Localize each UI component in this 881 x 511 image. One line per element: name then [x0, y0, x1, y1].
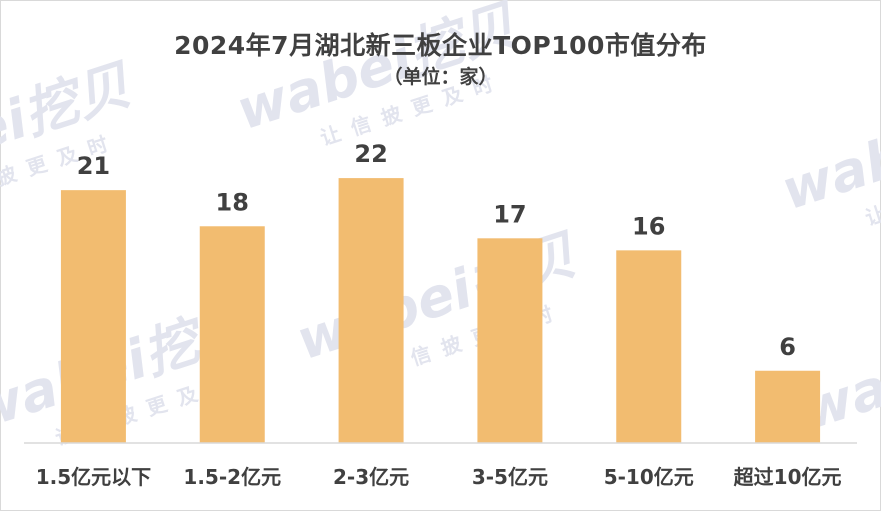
bar-3: [477, 238, 543, 443]
data-label-4: 16: [632, 212, 665, 240]
category-label-3: 3-5亿元: [472, 465, 548, 489]
bar-0: [60, 190, 126, 443]
chart-title: 2024年7月湖北新三板企业TOP100市值分布: [174, 31, 707, 60]
category-label-4: 5-10亿元: [604, 465, 694, 489]
bar-2: [338, 178, 404, 443]
category-label-1: 1.5-2亿元: [183, 465, 281, 489]
data-label-0: 21: [77, 152, 110, 180]
category-labels-group: 1.5亿元以下 1.5-2亿元 2-3亿元 3-5亿元 5-10亿元 超过10亿元: [36, 465, 842, 489]
data-labels-group: 21 18 22 17 16 6: [77, 140, 796, 361]
data-label-2: 22: [354, 140, 387, 168]
data-label-3: 17: [493, 200, 526, 228]
bar-1: [199, 226, 265, 443]
bar-5: [755, 370, 821, 443]
category-label-2: 2-3亿元: [333, 465, 409, 489]
data-label-1: 18: [216, 188, 249, 216]
category-label-5: 超过10亿元: [733, 465, 842, 489]
chart-subtitle: （单位：家）: [383, 66, 498, 88]
category-label-0: 1.5亿元以下: [36, 465, 151, 489]
bar-4: [616, 250, 682, 443]
data-label-5: 6: [779, 333, 796, 361]
bars-group: [60, 178, 821, 443]
